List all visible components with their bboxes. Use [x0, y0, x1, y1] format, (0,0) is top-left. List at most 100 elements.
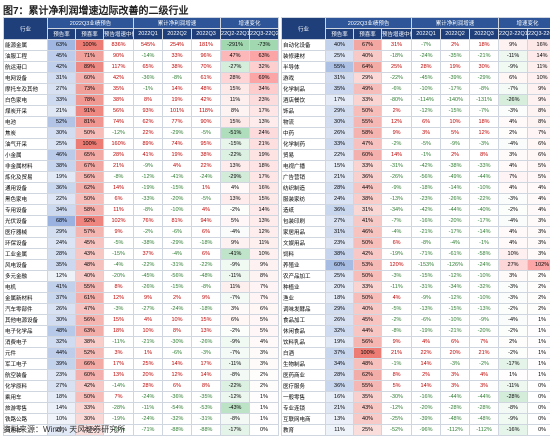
table-cell: 9%	[381, 127, 413, 139]
industry-name: 光伏设备	[3, 215, 48, 227]
table-cell: -1%	[411, 149, 442, 161]
table-cell: -4%	[498, 138, 529, 150]
industry-name: 摩托车及其他	[3, 83, 48, 95]
table-cell: 27%	[498, 259, 529, 271]
industry-name: 装修建材	[281, 50, 327, 62]
industry-name: 环保设备	[3, 237, 48, 249]
table-cell: 62%	[75, 182, 104, 194]
table-row: 化学原料 27% 42% -14% 28% 6% 8% -22% 2%	[3, 380, 280, 392]
table-cell: 25%	[325, 270, 355, 282]
table-row: 自动化设备 40% 67% 31% -7% 2% 18% 9% 16%	[281, 39, 550, 51]
table-cell: -114%	[411, 94, 442, 106]
table-cell: 90%	[191, 116, 222, 128]
industry-name: 医药商业	[281, 369, 327, 381]
table-cell: -36%	[133, 72, 164, 84]
table-cell: 31%	[47, 72, 76, 84]
table-cell: 100%	[75, 39, 104, 51]
table-cell: -15%	[162, 182, 193, 194]
table-row: 广告营销 21% 36% -26% -56% -49% -44% 7% 5%	[281, 171, 550, 183]
table-cell: 38%	[47, 160, 76, 172]
table-cell: 28%	[220, 72, 251, 84]
table-cell: 29%	[353, 72, 383, 84]
table-cell: 3%	[498, 270, 529, 282]
table-cell: -11%	[498, 50, 529, 62]
table-cell: 33%	[75, 402, 104, 414]
table-cell: 58%	[353, 127, 383, 139]
table-cell: 22%	[47, 193, 76, 205]
table-cell: 8%	[527, 105, 550, 117]
industry-name: 调味发酵品	[281, 303, 327, 315]
table-cell: 45%	[47, 50, 76, 62]
table-cell: 8%	[102, 281, 135, 293]
table-cell: -29%	[469, 72, 500, 84]
column-header: 预喜率	[75, 28, 104, 40]
table-cell: 6%	[440, 336, 471, 348]
table-cell: 50%	[353, 105, 383, 117]
table-cell: 3%	[220, 303, 251, 315]
table-cell: 31%	[325, 226, 355, 238]
table-cell: -140%	[440, 94, 471, 106]
table-cell: -11%	[381, 281, 413, 293]
table-cell: 4%	[191, 204, 222, 216]
table-cell: -1%	[469, 237, 500, 249]
table-cell: 29%	[325, 303, 355, 315]
table-cell: -34%	[381, 204, 413, 216]
table-cell: 545%	[133, 39, 164, 51]
industry-name: 教育	[281, 424, 327, 436]
table-cell: 9%	[498, 39, 529, 51]
table-cell: -2%	[498, 347, 529, 359]
table-cell: 44%	[47, 347, 76, 359]
table-row: 油气开采 25% 100% 160% 89% 74% 95% -15% 21%	[3, 138, 280, 150]
table-cell: -26%	[381, 171, 413, 183]
table-row: 非金属材料 38% 67% 21% -9% 4% 22% 13% 18%	[3, 160, 280, 172]
table-cell: -49%	[440, 171, 471, 183]
table-cell: -4%	[498, 215, 529, 227]
table-cell: -22%	[381, 72, 413, 84]
table-cell: 11%	[102, 204, 135, 216]
table-cell: 5%	[220, 215, 251, 227]
table-cell: -16%	[498, 424, 529, 436]
table-cell: -5%	[191, 193, 222, 205]
industry-name: 消费电子	[3, 336, 48, 348]
table-cell: 77%	[162, 116, 193, 128]
table-cell: 61%	[75, 292, 104, 304]
table-row: 乘用车 18% 50% 7% -24% -36% -35% -12% 1%	[3, 391, 280, 403]
table-cell: 0%	[527, 424, 550, 436]
table-cell: 4%	[527, 204, 550, 216]
table-cell: 56%	[75, 171, 104, 183]
table-cell: -21%	[440, 325, 471, 337]
table-cell: -6%	[162, 347, 193, 359]
industry-name: 造纸	[281, 204, 327, 216]
table-cell: 46%	[353, 226, 383, 238]
table-cell: 12%	[102, 292, 135, 304]
table-cell: 1%	[249, 402, 280, 414]
table-cell: -10%	[469, 292, 500, 304]
industry-name: 饮料乳品	[281, 336, 327, 348]
table-cell: 9%	[381, 336, 413, 348]
table-cell: 8%	[381, 369, 413, 381]
table-cell: 64%	[353, 61, 383, 73]
group-header: 累计净利润增速	[133, 17, 222, 29]
table-row: 医药商业 28% 62% 8% 2% 3% 4% 1% 1%	[281, 369, 550, 381]
table-cell: -2%	[498, 204, 529, 216]
table-cell: 20%	[325, 281, 355, 293]
table-cell: 45%	[353, 314, 383, 326]
table-cell: 836%	[102, 39, 135, 51]
table-cell: 36%	[353, 171, 383, 183]
table-cell: 5%	[249, 314, 280, 326]
table-cell: -4%	[381, 226, 413, 238]
table-cell: 93%	[133, 105, 164, 117]
table-cell: 18%	[102, 325, 135, 337]
table-cell: 55%	[325, 61, 355, 73]
table-cell: -45%	[133, 270, 164, 282]
table-cell: 30%	[75, 413, 104, 425]
table-cell: -12%	[220, 391, 251, 403]
table-cell: 2%	[411, 369, 442, 381]
table-cell: 7%	[102, 391, 135, 403]
table-cell: 52%	[75, 347, 104, 359]
table-cell: 21%	[249, 138, 280, 150]
table-cell: -7%	[469, 105, 500, 117]
table-cell: -28%	[440, 402, 471, 414]
table-cell: 4%	[162, 160, 193, 172]
table-cell: 65%	[133, 61, 164, 73]
